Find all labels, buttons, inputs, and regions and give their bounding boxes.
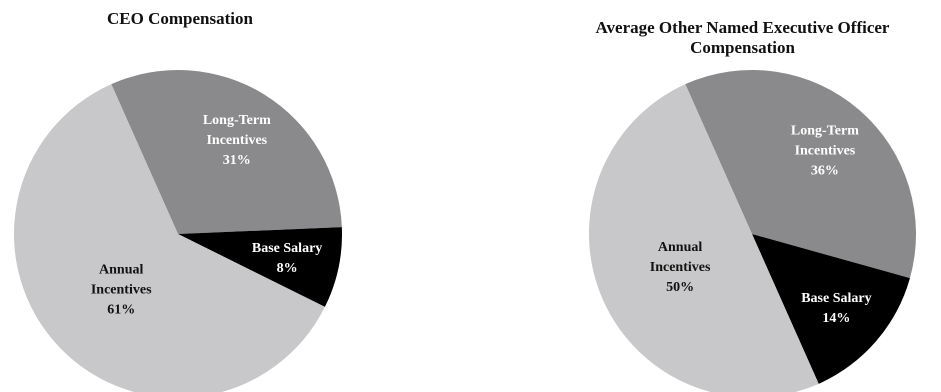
neo-chart-title: Average Other Named Executive Officer Co… — [595, 18, 890, 57]
ceo-slice-long-term-incentives — [111, 70, 342, 234]
neo-label-base-salary: Base Salary 14% — [801, 291, 871, 326]
neo-slice-long-term-incentives — [685, 70, 916, 279]
ceo-label-base-salary: Base Salary 8% — [252, 241, 322, 276]
neo-value-base-salary: 14% — [822, 311, 850, 326]
neo-label-annual-incentives-line: Incentives — [650, 260, 711, 275]
ceo-slice-annual-incentives — [14, 84, 325, 392]
ceo-chart-title: CEO Compensation — [107, 9, 253, 28]
ceo-value-base-salary: 8% — [277, 261, 298, 276]
neo-label-long-term-incentives: Long-Term Incentives 36% — [791, 124, 859, 179]
ceo-label-base-salary-line: Base Salary — [252, 241, 322, 256]
ceo-label-long-term-incentives: Long-Term Incentives 31% — [203, 113, 271, 168]
neo-label-annual-incentives: Annual Incentives 50% — [650, 240, 711, 295]
ceo-slice-base-salary — [178, 227, 343, 307]
neo-slice-annual-incentives — [588, 84, 819, 392]
ceo-value-long-term-incentives: 31% — [223, 153, 251, 168]
ceo-label-annual-incentives: Annual Incentives 61% — [91, 263, 152, 318]
ceo-value-annual-incentives: 61% — [107, 303, 135, 318]
ceo-label-long-term-incentives-line: Incentives — [206, 133, 267, 148]
ceo-label-long-term-incentives-line: Long-Term — [203, 113, 271, 128]
ceo-label-annual-incentives-line: Incentives — [91, 283, 152, 298]
neo-value-annual-incentives: 50% — [666, 280, 694, 295]
ceo-label-annual-incentives-line: Annual — [99, 263, 143, 278]
neo-value-long-term-incentives: 36% — [811, 164, 839, 179]
neo-label-long-term-incentives-line: Incentives — [795, 144, 856, 159]
neo-slice-base-salary — [752, 234, 910, 384]
neo-label-long-term-incentives-line: Long-Term — [791, 124, 859, 139]
neo-label-annual-incentives-line: Annual — [658, 240, 702, 255]
neo-label-base-salary-line: Base Salary — [801, 291, 871, 306]
